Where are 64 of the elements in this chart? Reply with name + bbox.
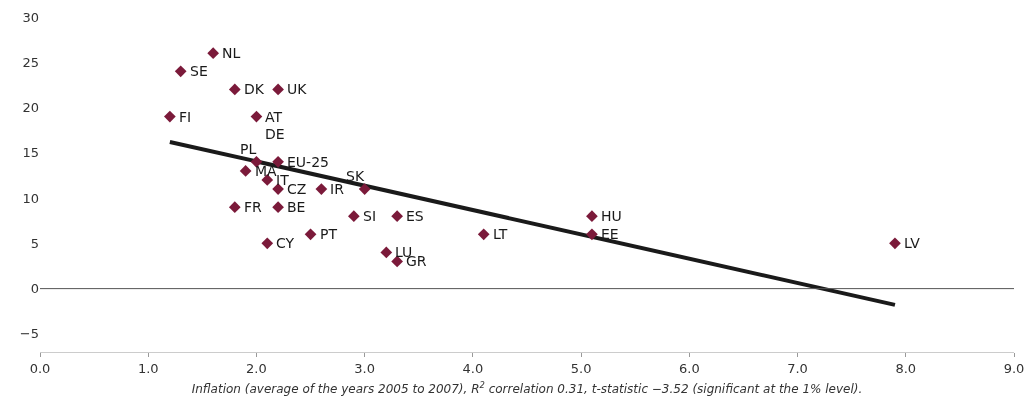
x-axis-title: Inflation (average of the years 2005 to 2007), R$^{2}$ correlation 0.31, t-statistic −3.52 (significant at the 1% level). [191, 380, 863, 397]
annotation: LV [904, 235, 921, 251]
point [347, 210, 360, 223]
annotation: DE [265, 126, 285, 142]
annotation: EU-25 [287, 154, 329, 170]
x-tick-label: 6.0 [678, 360, 700, 376]
point [391, 255, 403, 268]
point [207, 47, 220, 60]
annotation: HU [601, 208, 622, 224]
annotation: MA [255, 163, 278, 179]
point [477, 228, 490, 241]
annotation: FR [244, 199, 263, 215]
x-tick-label: 0.0 [29, 360, 51, 376]
y-tick-label: 10 [22, 190, 39, 206]
point [239, 165, 252, 177]
point [889, 237, 901, 250]
y-tick-label: 5 [30, 235, 39, 251]
point [228, 83, 241, 96]
x-tick-label: 2.0 [246, 360, 267, 376]
annotation: UK [287, 81, 308, 97]
y-tick-label: 20 [22, 100, 39, 116]
point [586, 228, 598, 241]
annotation: SI [363, 208, 377, 224]
point [250, 156, 263, 168]
point [358, 183, 371, 195]
y-tick-label: 0 [30, 281, 39, 297]
x-tick-label: 9.0 [1003, 360, 1025, 376]
annotation: AT [265, 109, 283, 125]
point [250, 110, 263, 123]
annotation: SE [190, 63, 208, 79]
annotation: PL [240, 141, 257, 157]
point [304, 228, 317, 241]
x-tick-label: 3.0 [354, 360, 376, 376]
point [272, 156, 284, 168]
y-tick-label: 30 [22, 9, 39, 25]
annotation: DK [244, 81, 265, 97]
x-tick-label: 1.0 [137, 360, 159, 376]
annotation: CY [276, 235, 295, 251]
annotation: CZ [287, 181, 307, 197]
x-tick-label: 5.0 [570, 360, 592, 376]
annotation: BE [287, 199, 306, 215]
annotation: SK [346, 168, 365, 184]
y-tick-label: 25 [22, 54, 39, 70]
point [228, 201, 241, 213]
point [315, 183, 328, 195]
x-tick-label: 8.0 [895, 360, 917, 376]
annotation: NL [222, 45, 241, 61]
annotation: LT [493, 226, 508, 242]
point [174, 65, 187, 78]
annotation: PT [320, 226, 338, 242]
x-tick-label: 7.0 [787, 360, 808, 376]
point [586, 210, 598, 223]
y-tick-label: 15 [22, 145, 39, 161]
point [272, 201, 284, 213]
annotation: ES [406, 208, 424, 224]
point [391, 210, 403, 223]
annotation: IR [330, 181, 345, 197]
point [272, 83, 284, 96]
point [380, 246, 393, 259]
x-tick-label: 4.0 [462, 360, 484, 376]
annotation: FI [179, 109, 192, 125]
point [261, 237, 274, 250]
y-tick-label: −5 [19, 326, 39, 342]
point [164, 110, 176, 123]
